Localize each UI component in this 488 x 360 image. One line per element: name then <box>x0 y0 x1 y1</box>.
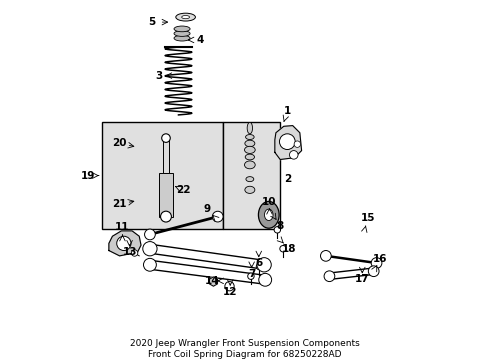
Ellipse shape <box>174 31 190 36</box>
Circle shape <box>117 236 131 251</box>
Circle shape <box>258 273 271 286</box>
Text: 10: 10 <box>262 197 276 207</box>
Circle shape <box>257 258 271 272</box>
Text: 2: 2 <box>283 174 290 184</box>
Circle shape <box>289 150 297 159</box>
Circle shape <box>131 250 138 256</box>
Bar <box>159 174 173 217</box>
Ellipse shape <box>244 161 255 169</box>
Text: 15: 15 <box>360 213 374 224</box>
Ellipse shape <box>258 202 279 228</box>
Circle shape <box>279 134 295 149</box>
Ellipse shape <box>176 13 195 21</box>
Circle shape <box>224 282 234 291</box>
Text: 6: 6 <box>255 258 262 268</box>
Circle shape <box>279 246 285 252</box>
Text: 17: 17 <box>354 274 369 284</box>
Circle shape <box>247 273 254 279</box>
Ellipse shape <box>244 140 254 147</box>
Circle shape <box>370 258 381 268</box>
Circle shape <box>212 211 223 222</box>
Text: 8: 8 <box>276 221 283 230</box>
Text: 5: 5 <box>148 17 155 27</box>
Text: 21: 21 <box>111 199 126 209</box>
Circle shape <box>320 251 330 261</box>
Bar <box>163 138 168 174</box>
Circle shape <box>367 266 378 276</box>
Ellipse shape <box>244 186 254 193</box>
Ellipse shape <box>182 15 189 19</box>
Circle shape <box>142 242 157 256</box>
Text: 22: 22 <box>176 185 190 195</box>
Bar <box>223 122 280 229</box>
Circle shape <box>274 226 280 233</box>
Ellipse shape <box>245 177 253 182</box>
Text: 4: 4 <box>196 35 203 45</box>
Text: 19: 19 <box>81 171 95 181</box>
Text: 20: 20 <box>111 139 126 148</box>
Circle shape <box>324 271 334 282</box>
Circle shape <box>293 141 300 147</box>
Polygon shape <box>109 231 141 256</box>
Ellipse shape <box>245 135 254 140</box>
Text: 14: 14 <box>204 276 219 286</box>
Text: 9: 9 <box>203 204 210 215</box>
Text: 3: 3 <box>155 71 162 81</box>
Ellipse shape <box>174 35 190 41</box>
Text: Front Coil Spring Diagram for 68250228AD: Front Coil Spring Diagram for 68250228AD <box>147 350 341 359</box>
Text: 1: 1 <box>283 106 290 116</box>
Ellipse shape <box>244 146 255 153</box>
Circle shape <box>144 229 155 240</box>
Circle shape <box>256 264 262 270</box>
Circle shape <box>160 211 171 222</box>
Text: 18: 18 <box>281 244 296 254</box>
Text: 12: 12 <box>223 287 237 297</box>
Ellipse shape <box>264 209 272 221</box>
Text: 13: 13 <box>122 247 137 257</box>
Polygon shape <box>209 277 217 286</box>
Text: 7: 7 <box>247 269 255 279</box>
Circle shape <box>143 258 156 271</box>
Polygon shape <box>274 126 301 159</box>
Ellipse shape <box>244 154 254 160</box>
Text: 11: 11 <box>115 222 129 232</box>
Text: 16: 16 <box>372 255 386 265</box>
Circle shape <box>162 134 170 142</box>
Bar <box>102 122 223 229</box>
Text: 2020 Jeep Wrangler Front Suspension Components: 2020 Jeep Wrangler Front Suspension Comp… <box>129 339 359 348</box>
Ellipse shape <box>246 122 252 134</box>
Ellipse shape <box>174 26 190 32</box>
